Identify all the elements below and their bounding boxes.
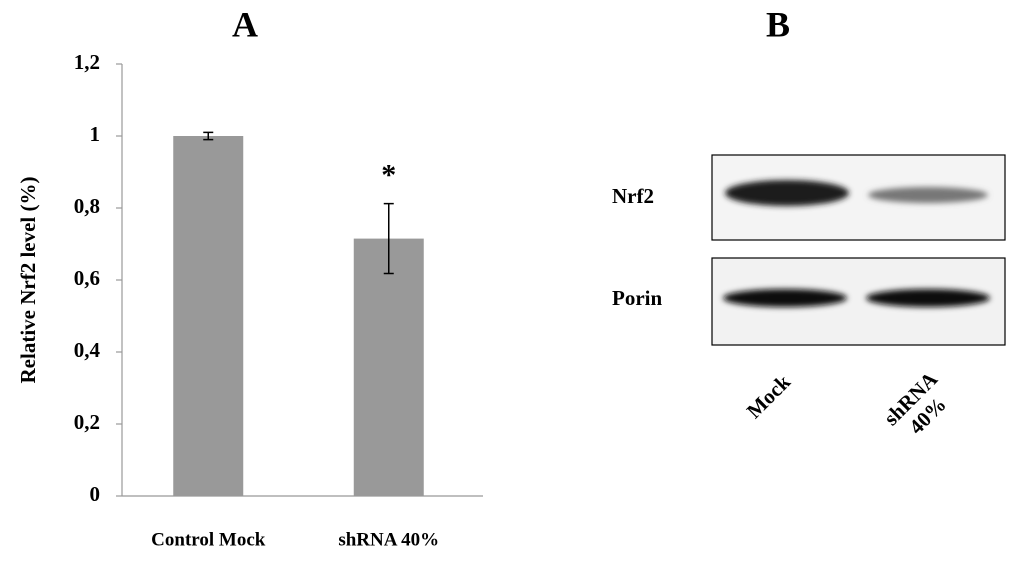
band: [868, 187, 988, 203]
bar: [173, 136, 244, 496]
bar: [353, 238, 424, 496]
y-tick-label: 1,2: [74, 50, 100, 74]
y-axis-label: Relative Nrf2 level (%): [16, 176, 40, 383]
blot-lane-label: shRNA40%: [879, 366, 960, 447]
x-tick-label: Control Mock: [151, 529, 266, 550]
y-tick-label: 0,8: [74, 194, 100, 218]
error-bar: [383, 202, 394, 275]
y-tick-label: 1: [90, 122, 101, 146]
band: [725, 180, 849, 206]
blot-row-label: Nrf2: [612, 184, 654, 208]
panel-b-label: B: [766, 4, 790, 44]
blot-row-label: Porin: [612, 286, 662, 310]
band: [723, 289, 847, 307]
band: [866, 289, 990, 307]
error-bar: [203, 131, 214, 141]
y-tick-label: 0,6: [74, 266, 100, 290]
y-tick-label: 0,2: [74, 410, 100, 434]
panel-a-label: A: [232, 4, 258, 44]
significance-marker: *: [381, 159, 396, 192]
y-tick-label: 0: [90, 482, 101, 506]
x-tick-label: shRNA 40%: [338, 529, 439, 550]
blot-lane-label: Mock: [742, 370, 795, 423]
y-tick-label: 0,4: [74, 338, 101, 362]
